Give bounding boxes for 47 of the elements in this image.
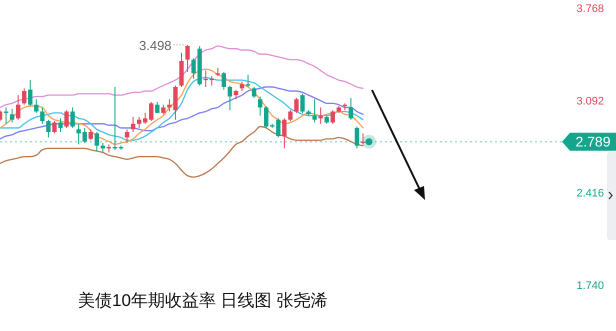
candlestick xyxy=(124,128,130,144)
candlestick xyxy=(22,88,26,106)
candlestick xyxy=(167,98,172,112)
y-tick-label: 2.416 xyxy=(576,188,604,200)
candlestick xyxy=(360,132,366,145)
candlestick xyxy=(88,128,93,141)
candlestick xyxy=(16,94,20,120)
candlestick xyxy=(58,118,63,133)
candlestick xyxy=(28,80,32,107)
candlestick xyxy=(282,118,287,149)
candlestick xyxy=(330,110,335,124)
candlestick xyxy=(155,101,160,114)
y-tick-label: 3.768 xyxy=(576,3,604,15)
candlestick xyxy=(318,106,323,124)
candlestick xyxy=(94,132,99,152)
text: 美债10年期收益率 日线图 张尧浠 xyxy=(78,291,328,310)
candlestick xyxy=(246,74,250,88)
candlestick xyxy=(10,108,14,123)
candlestick xyxy=(52,120,57,134)
candlestick xyxy=(300,93,305,114)
y-tick-label: 3.092 xyxy=(576,95,604,108)
candlestick xyxy=(222,71,226,90)
candlestick xyxy=(64,110,69,128)
candlestick xyxy=(294,97,299,114)
candlestick xyxy=(70,106,75,128)
candlestick xyxy=(348,97,354,120)
candlestick xyxy=(161,104,166,115)
candlestick xyxy=(130,116,136,133)
candlestick xyxy=(34,98,38,114)
y-tick-label: 1.740 xyxy=(576,280,604,292)
candlestick xyxy=(258,96,262,116)
candlestick xyxy=(240,80,244,92)
candlestick xyxy=(288,110,293,122)
candlestick xyxy=(4,106,8,124)
candlestick xyxy=(40,106,45,124)
annotation: 3.498 xyxy=(139,38,172,53)
candlestick xyxy=(46,119,51,138)
ref-line-label: 2.789 xyxy=(575,134,611,150)
candlestick xyxy=(185,44,190,72)
candlestick xyxy=(173,85,178,120)
candlestick xyxy=(112,86,118,150)
candlestick xyxy=(252,86,256,98)
candlestick xyxy=(228,85,232,111)
line-series xyxy=(0,86,364,140)
candlestick xyxy=(100,142,106,154)
line-series xyxy=(0,68,364,145)
candlestick xyxy=(312,98,317,123)
